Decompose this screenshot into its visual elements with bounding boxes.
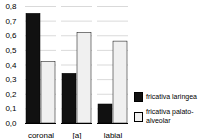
svg-text:0,4: 0,4 (5, 61, 17, 70)
svg-text:labial: labial (104, 131, 123, 139)
svg-text:coronal: coronal (28, 131, 54, 139)
svg-text:[a]: [a] (73, 131, 82, 139)
html-text:fricativa palato- alveolar: fricativa palato- alveolar (146, 108, 194, 124)
svg-text:0,7: 0,7 (5, 17, 17, 26)
svg-text:0,0: 0,0 (5, 119, 17, 128)
svg-text:0,5: 0,5 (5, 46, 17, 55)
svg-text:0,2: 0,2 (5, 90, 17, 99)
svg-text:0,3: 0,3 (5, 75, 17, 84)
svg-text:0,6: 0,6 (5, 31, 17, 40)
svg-text:0,1: 0,1 (5, 104, 17, 113)
svg-text:0,8: 0,8 (5, 2, 17, 11)
html-text:fricativa laringea: fricativa laringea (146, 93, 197, 100)
